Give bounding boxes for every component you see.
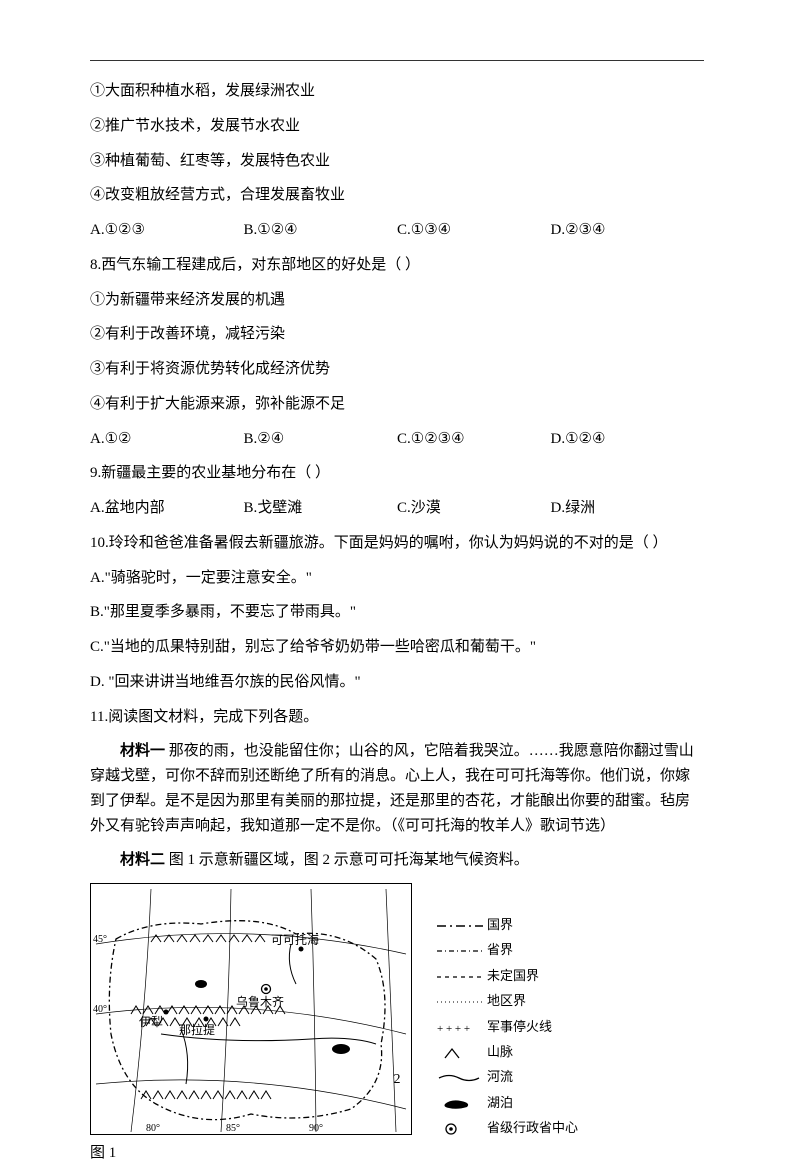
q7-choices: A.①②③ B.①②④ C.①③④ D.②③④ — [90, 218, 704, 243]
legend-sym-guojie-icon — [437, 913, 487, 936]
q9-C: C.沙漠 — [397, 496, 551, 521]
map-label-urumqi: 乌鲁木齐 — [236, 994, 284, 1009]
q7-opt4: ④改变粗放经营方式，合理发展畜牧业 — [90, 183, 704, 208]
legend-text-shenghui: 省级行政省中心 — [487, 1116, 578, 1139]
q8-B: B.②④ — [244, 427, 398, 452]
legend-sym-tinghuo-icon: + + + + — [437, 1015, 487, 1038]
legend-row-guojie: 国界 — [437, 913, 578, 936]
legend-row-shengjie: 省界 — [437, 938, 578, 961]
q10-C: C."当地的瓜果特别甜，别忘了给爷爷奶奶带一些哈密瓜和葡萄干。" — [90, 635, 704, 660]
legend-sym-shanmai-icon — [437, 1040, 487, 1063]
map-svg: 可可托海 乌鲁木齐 伊犁 那拉提 80° 85° 90° 45° 40° — [91, 884, 411, 1134]
m2-label: 材料二 — [120, 852, 165, 868]
q7-opt3: ③种植葡萄、红枣等，发展特色农业 — [90, 149, 704, 174]
svg-text:80°: 80° — [146, 1123, 160, 1134]
q11-material1: 材料一 那夜的雨，也没能留住你；山谷的风，它陪着我哭泣。……我愿意陪你翻过雪山穿… — [90, 739, 704, 838]
top-rule — [90, 60, 704, 61]
svg-text:90°: 90° — [309, 1123, 323, 1134]
legend-sym-shenghui-icon — [437, 1116, 487, 1139]
q8-opt2: ②有利于改善环境，减轻污染 — [90, 322, 704, 347]
legend-text-diqu: 地区界 — [487, 989, 526, 1012]
q11-stem: 11.阅读图文材料，完成下列各题。 — [90, 705, 704, 730]
page-number: 2 — [0, 1072, 794, 1088]
xinjiang-map: 可可托海 乌鲁木齐 伊犁 那拉提 80° 85° 90° 45° 40° — [90, 883, 412, 1135]
q7-A: A.①②③ — [90, 218, 244, 243]
q11-material2: 材料二 图 1 示意新疆区域，图 2 示意可可托海某地气候资料。 — [90, 848, 704, 873]
figure-row: 可可托海 乌鲁木齐 伊犁 那拉提 80° 85° 90° 45° 40° — [90, 883, 704, 1162]
m1-label: 材料一 — [120, 743, 165, 759]
legend-row-shenghui: 省级行政省中心 — [437, 1116, 578, 1139]
legend-sym-weiding-icon — [437, 964, 487, 987]
legend-sym-diqu-icon — [437, 989, 487, 1012]
q9-D: D.绿洲 — [551, 496, 705, 521]
q7-B: B.①②④ — [244, 218, 398, 243]
q8-D: D.①②④ — [551, 427, 705, 452]
q10-B: B."那里夏季多暴雨，不要忘了带雨具。" — [90, 600, 704, 625]
q7-D: D.②③④ — [551, 218, 705, 243]
q10-D: D. "回来讲讲当地维吾尔族的民俗风情。" — [90, 670, 704, 695]
legend-text-tinghuo: 军事停火线 — [487, 1015, 552, 1038]
q10-A: A."骑骆驼时，一定要注意安全。" — [90, 566, 704, 591]
q8-opt1: ①为新疆带来经济发展的机遇 — [90, 288, 704, 313]
legend-row-diqu: 地区界 — [437, 989, 578, 1012]
legend-sym-hupo-icon — [437, 1091, 487, 1114]
q8-stem: 8.西气东输工程建成后，对东部地区的好处是（ ） — [90, 253, 704, 278]
legend-row-shanmai: 山脉 — [437, 1040, 578, 1063]
svg-text:85°: 85° — [226, 1123, 240, 1134]
legend-text-shengjie: 省界 — [487, 938, 513, 961]
q8-choices: A.①② B.②④ C.①②③④ D.①②④ — [90, 427, 704, 452]
map-label-yili: 伊犁 — [139, 1015, 163, 1029]
q9-stem: 9.新疆最主要的农业基地分布在（ ） — [90, 461, 704, 486]
svg-text:45°: 45° — [93, 934, 107, 945]
q9-choices: A.盆地内部 B.戈壁滩 C.沙漠 D.绿洲 — [90, 496, 704, 521]
svg-text:40°: 40° — [93, 1004, 107, 1015]
figure1-label: 图 1 — [90, 1141, 412, 1162]
legend-row-tinghuo: + + + + 军事停火线 — [437, 1015, 578, 1038]
q8-A: A.①② — [90, 427, 244, 452]
q7-opt1: ①大面积种植水稻，发展绿洲农业 — [90, 79, 704, 104]
q8-opt4: ④有利于扩大能源来源，弥补能源不足 — [90, 392, 704, 417]
legend-row-weiding: 未定国界 — [437, 964, 578, 987]
legend-text-hupo: 湖泊 — [487, 1091, 513, 1114]
map-label-nalati: 那拉提 — [179, 1022, 215, 1037]
svg-text:+ + + +: + + + + — [437, 1023, 470, 1034]
q7-C: C.①③④ — [397, 218, 551, 243]
legend-text-guojie: 国界 — [487, 913, 513, 936]
map-label-keketuohai: 可可托海 — [271, 932, 319, 947]
q8-C: C.①②③④ — [397, 427, 551, 452]
legend-row-hupo: 湖泊 — [437, 1091, 578, 1114]
legend-text-shanmai: 山脉 — [487, 1040, 513, 1063]
q7-opt2: ②推广节水技术，发展节水农业 — [90, 114, 704, 139]
legend-sym-shengjie-icon — [437, 938, 487, 961]
q9-B: B.戈壁滩 — [244, 496, 398, 521]
m2-text: 图 1 示意新疆区域，图 2 示意可可托海某地气候资料。 — [165, 852, 529, 868]
map-legend: 国界 省界 未定国界 地区界 + + + + 军事停火线 山脉 — [437, 883, 578, 1142]
q8-opt3: ③有利于将资源优势转化成经济优势 — [90, 357, 704, 382]
q9-A: A.盆地内部 — [90, 496, 244, 521]
m1-text: 那夜的雨，也没能留住你；山谷的风，它陪着我哭泣。……我愿意陪你翻过雪山穿越戈壁，… — [90, 743, 694, 833]
q10-stem: 10.玲玲和爸爸准备暑假去新疆旅游。下面是妈妈的嘱咐，你认为妈妈说的不对的是（ … — [90, 531, 704, 556]
legend-text-weiding: 未定国界 — [487, 964, 539, 987]
